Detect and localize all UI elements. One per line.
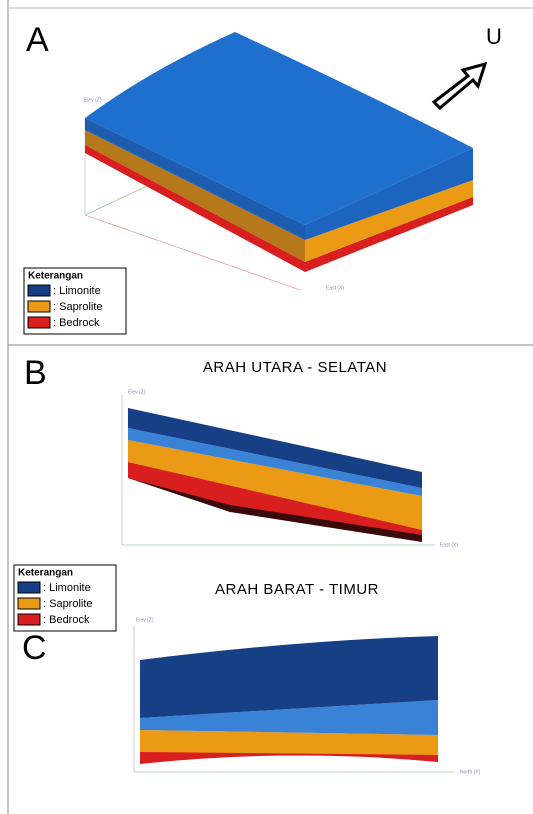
legend-swatch [17, 581, 41, 594]
legend: Keterangan : Limonite : Saprolite : Bedrock [23, 267, 127, 335]
section-title: ARAH BARAT - TIMUR [215, 581, 379, 598]
cross-section: Elev (Z) East (X) [121, 389, 458, 548]
north-label: U [486, 24, 502, 49]
legend-title: Keterangan [28, 271, 83, 282]
cross-section: Elev (Z) North (Y) [133, 617, 481, 775]
legend-label: : Limonite [53, 285, 101, 297]
legend-swatch [17, 597, 41, 610]
legend-swatch [17, 613, 41, 626]
legend-title: Keterangan [18, 568, 73, 579]
axis-label: East (X) [440, 542, 458, 548]
legend-label: : Saprolite [53, 301, 103, 313]
legend-swatch [27, 316, 51, 329]
north-arrow: U [431, 24, 502, 111]
axis-label: Elev (Z) [84, 97, 102, 103]
axis-label: North (Y) [460, 769, 481, 775]
block-model: Elev (Z) East (X) [84, 32, 473, 291]
axis-label: East (X) [326, 285, 344, 291]
axis-label: Elev (Z) [136, 617, 154, 623]
legend-label: : Bedrock [53, 317, 100, 329]
legend: Keterangan : Limonite : Saprolite : Bedrock [13, 564, 117, 632]
legend-label: : Bedrock [43, 614, 90, 626]
panel-label: C [22, 629, 47, 667]
panel-label: B [24, 354, 47, 392]
section-title: ARAH UTARA - SELATAN [203, 359, 387, 376]
legend-label: : Saprolite [43, 598, 93, 610]
panel-label: A [26, 21, 49, 59]
axis-label: Elev (Z) [128, 389, 146, 395]
legend-swatch [27, 284, 51, 297]
legend-label: : Limonite [43, 582, 91, 594]
legend-swatch [27, 300, 51, 313]
